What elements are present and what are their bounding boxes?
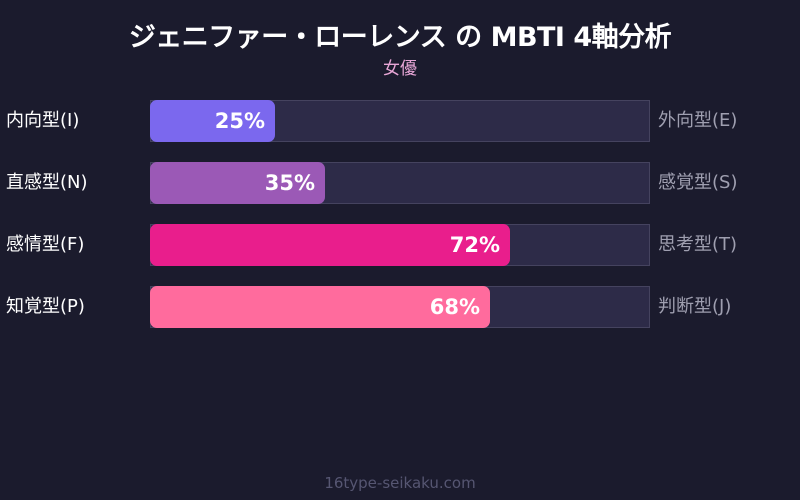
- right-label: 外向型(E): [658, 110, 738, 131]
- footer-site-link: 16type-seikaku.com: [324, 474, 476, 492]
- left-label: 直感型(N): [6, 172, 88, 193]
- percent-label: 72%: [449, 233, 500, 257]
- bar-fill: 35%: [150, 162, 325, 204]
- right-label: 判断型(J): [658, 296, 732, 317]
- left-label: 知覚型(P): [6, 296, 85, 317]
- bar-fill: 68%: [150, 286, 490, 328]
- percent-label: 25%: [214, 109, 265, 133]
- left-label: 内向型(I): [6, 110, 80, 131]
- axis-row-ft: 感情型(F) 72% 思考型(T): [0, 224, 800, 266]
- percent-label: 68%: [429, 295, 480, 319]
- left-label: 感情型(F): [6, 234, 85, 255]
- bar-fill: 25%: [150, 100, 275, 142]
- axis-row-pj: 知覚型(P) 68% 判断型(J): [0, 286, 800, 328]
- right-label: 思考型(T): [658, 234, 738, 255]
- bar-fill: 72%: [150, 224, 510, 266]
- percent-label: 35%: [264, 171, 315, 195]
- axis-row-ie: 内向型(I) 25% 外向型(E): [0, 100, 800, 142]
- chart-title: ジェニファー・ローレンス の MBTI 4軸分析: [128, 22, 672, 53]
- axis-row-ns: 直感型(N) 35% 感覚型(S): [0, 162, 800, 204]
- chart-subtitle: 女優: [383, 59, 417, 79]
- right-label: 感覚型(S): [658, 172, 738, 193]
